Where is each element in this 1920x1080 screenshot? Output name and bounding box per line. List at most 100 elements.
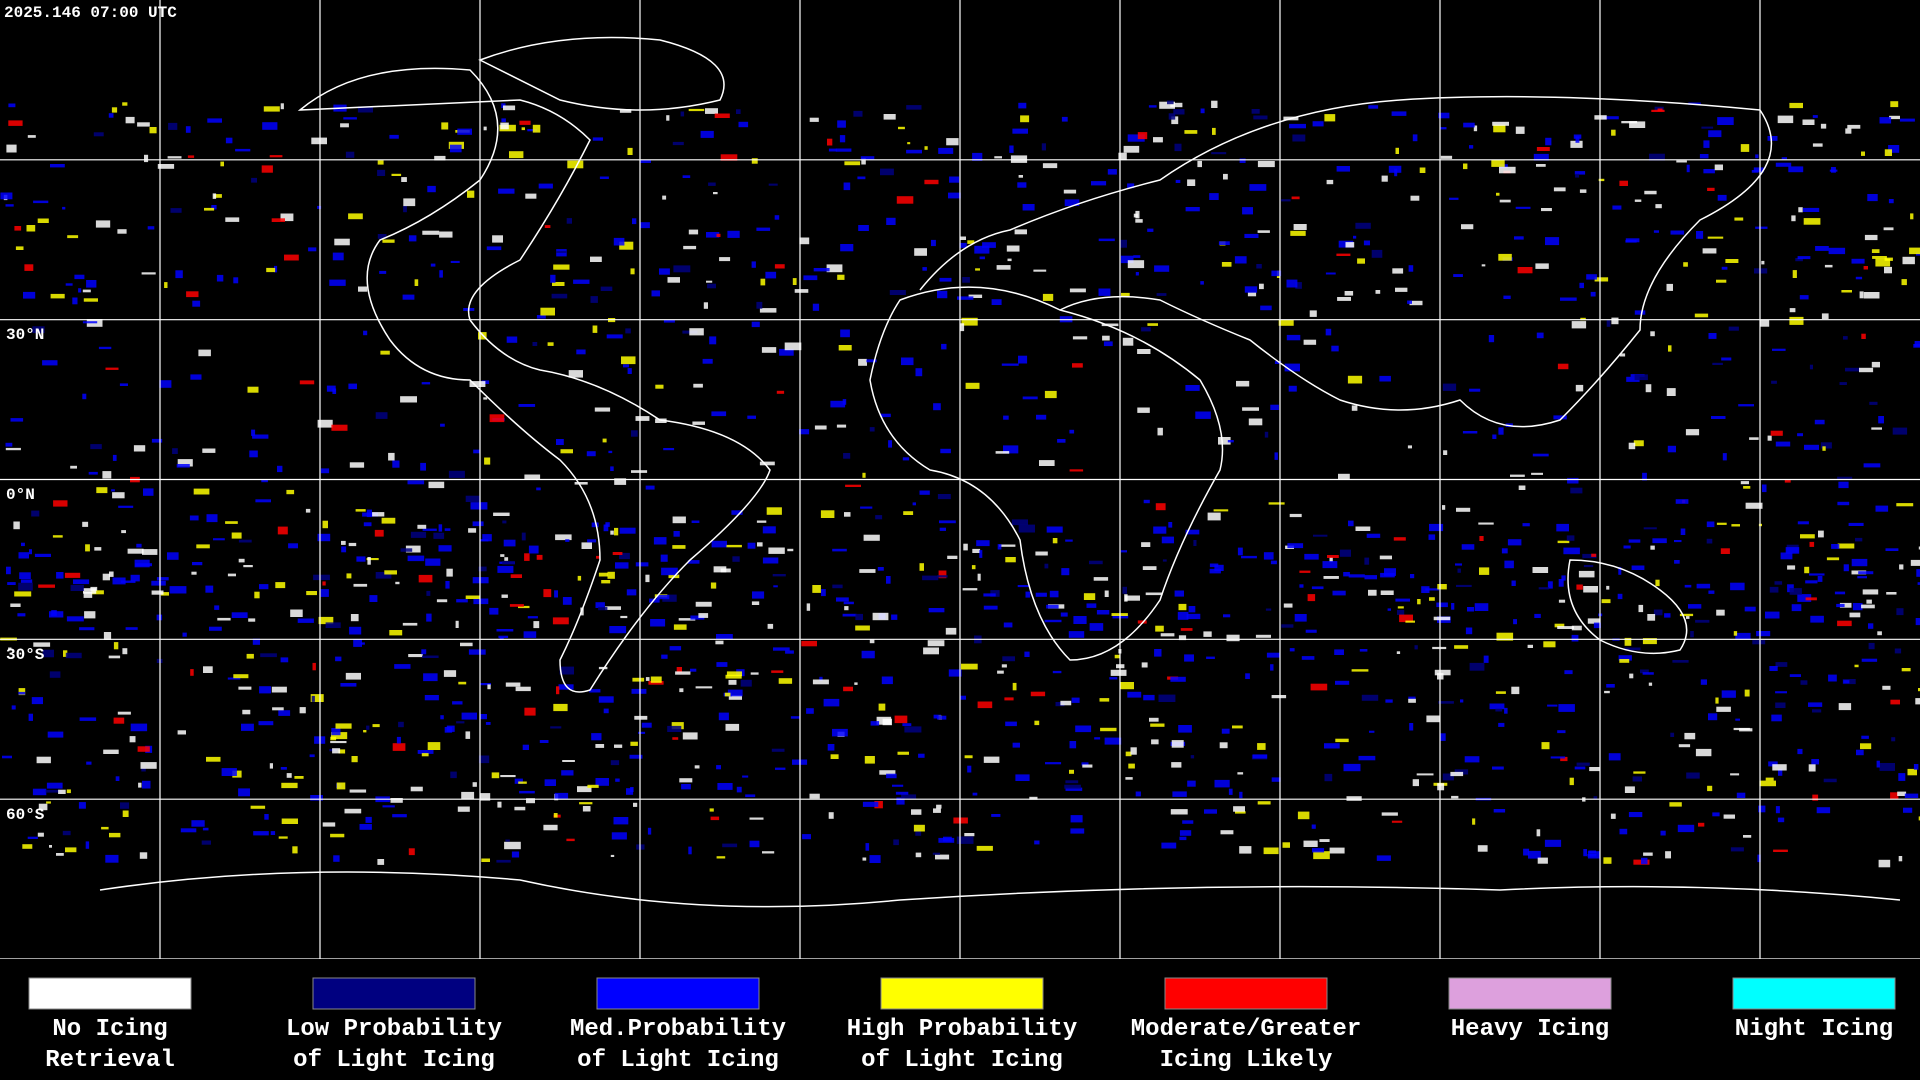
icing-patch [552,617,569,625]
icing-patch [1855,276,1863,280]
icing-patch [1180,628,1193,631]
icing-patch [1611,129,1616,136]
icing-patch [1860,743,1872,750]
icing-patch [1655,204,1662,209]
icing-patch [1513,619,1517,625]
icing-patch [1788,166,1804,173]
icing-patch [1744,606,1756,612]
icing-patch [252,638,260,645]
icing-patch [1907,768,1917,776]
icing-patch [366,558,379,561]
icing-patch [382,805,395,808]
icing-patch [713,566,727,573]
icing-patch [983,756,1000,763]
icing-patch [1235,811,1246,814]
icing-patch [113,717,125,724]
icing-patch [1034,840,1040,845]
icing-patch [1357,258,1365,264]
icing-patch [112,577,126,585]
icing-patch [1260,305,1272,311]
icing-patch [1464,756,1480,763]
icing-patch [1769,666,1778,671]
legend-label: Icing Likely [1160,1047,1333,1074]
icing-patch [18,582,33,591]
icing-patch [1270,664,1274,671]
icing-patch [1843,680,1850,684]
icing-patch [709,336,717,345]
icing-patch [632,677,645,682]
icing-patch [160,592,169,596]
icing-patch [862,801,879,807]
icing-patch [414,279,419,286]
icing-patch [561,770,574,776]
icing-patch [1124,595,1140,601]
icing-patch [175,270,183,279]
icing-patch [976,845,993,851]
icing-patch [1153,526,1167,534]
icing-patch [1175,179,1181,183]
icing-patch [749,817,764,820]
icing-patch [1771,380,1777,384]
icing-patch [1652,538,1667,544]
icing-patch [5,442,13,447]
icing-patch [1042,293,1054,301]
icing-patch [505,682,521,687]
icing-patch [1287,543,1304,549]
icing-patch [213,538,225,541]
icing-patch [1730,847,1744,852]
icing-patch [346,573,352,579]
icing-patch [610,530,614,535]
icing-patch [676,667,682,673]
icing-patch [118,505,134,508]
icing-patch [599,176,609,179]
icing-patch [1010,155,1028,163]
icing-patch [1440,733,1446,741]
icing-patch [1289,648,1295,652]
icing-patch [182,632,187,637]
icing-patch [382,239,395,243]
icing-patch [486,246,502,251]
icing-patch [1012,682,1017,691]
icing-patch [1553,187,1566,192]
icing-patch [1303,339,1317,345]
icing-patch [844,161,861,166]
icing-patch [1463,122,1475,128]
icing-patch [619,109,632,113]
icing-patch [461,712,477,720]
icing-patch [384,570,397,575]
timestamp: 2025.146 07:00 UTC [4,4,177,22]
icing-patch [1882,685,1891,690]
icing-patch [1479,567,1490,575]
icing-patch [768,547,785,554]
icing-patch [345,672,361,680]
icing-patch [1650,545,1655,550]
icing-patch [716,634,733,640]
icing-patch [679,688,684,693]
icing-patch [927,640,945,647]
icing-patch [760,278,766,286]
icing-patch [1708,713,1718,721]
icing-patch [1263,847,1279,855]
icing-patch [1890,101,1899,108]
icing-patch [392,743,406,751]
icing-patch [1628,812,1643,818]
icing-patch [489,607,499,615]
icing-patch [715,640,724,645]
icing-patch [1632,776,1642,782]
icing-patch [504,557,509,561]
icing-patch [1155,503,1166,511]
icing-patch [1728,326,1739,331]
icing-patch [1005,721,1017,727]
icing-patch [248,618,256,622]
icing-patch [751,158,758,164]
icing-patch [1443,450,1448,455]
icing-patch [360,642,365,645]
icing-patch [640,159,651,163]
icing-patch [64,572,81,578]
icing-patch [661,654,668,659]
icing-patch [945,627,957,635]
icing-patch [305,508,311,513]
icing-patch [1720,548,1730,554]
icing-patch [1489,703,1505,710]
